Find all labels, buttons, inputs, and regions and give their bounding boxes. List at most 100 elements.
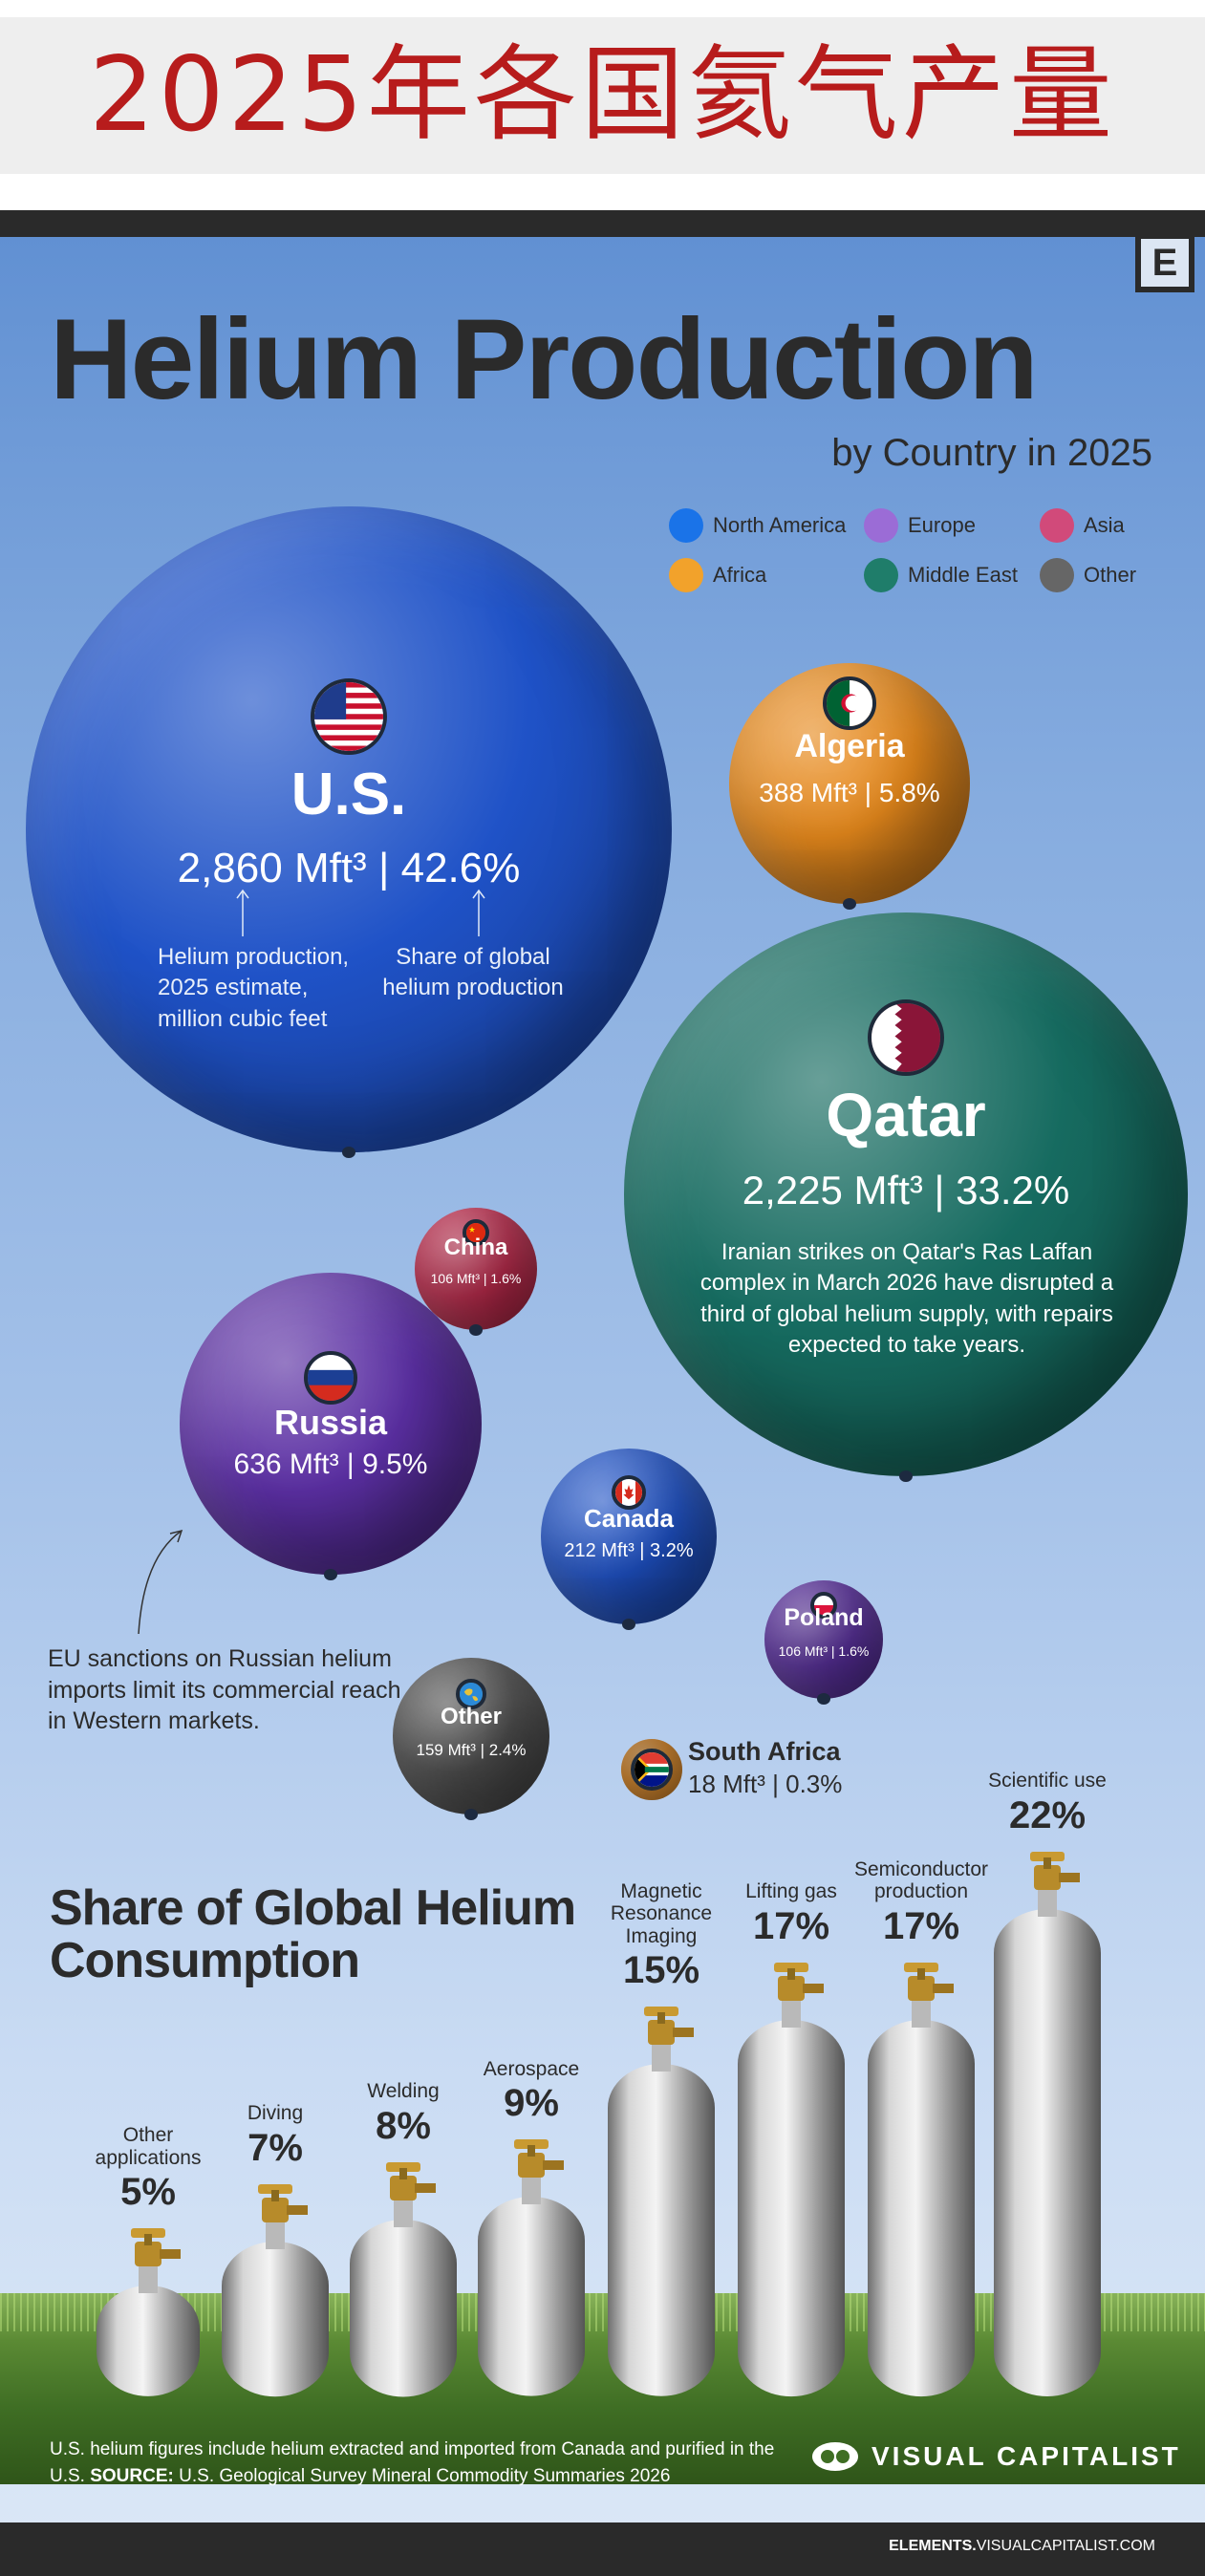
legend-label: Other xyxy=(1084,563,1137,587)
production-value: 2,860 xyxy=(177,845,283,891)
south-africa-flag-icon-graphic xyxy=(635,1752,669,1787)
valve-stem xyxy=(527,2145,535,2157)
bubble-value: 106 Mft³ | 1.6% xyxy=(489,1643,1158,1659)
consumption-value: 5% xyxy=(120,2171,176,2214)
legend-label: North America xyxy=(713,513,847,537)
valve-body xyxy=(262,2197,289,2222)
balloon-knot xyxy=(817,1693,830,1705)
value-separator: | xyxy=(922,1168,957,1213)
poland-flag-icon xyxy=(810,1592,837,1619)
qatar-note: Iranian strikes on Qatar's Ras Laffan co… xyxy=(699,1239,1114,1359)
cylinder-body xyxy=(97,2286,200,2396)
production-unit: Mft³ xyxy=(804,778,858,807)
gas-cylinder xyxy=(994,1852,1101,2396)
us-flag-icon-graphic xyxy=(314,682,383,751)
valve-body xyxy=(1034,1865,1061,1890)
legend-other: Other xyxy=(1040,558,1136,592)
russia-note: EU sanctions on Russian helium imports l… xyxy=(48,1645,401,1734)
qatar-flag-icon xyxy=(868,999,944,1076)
legend-europe: Europe xyxy=(864,508,976,543)
share-value: 5.8% xyxy=(878,778,940,807)
legend-label: Asia xyxy=(1084,513,1125,537)
production-unit: Mft³ xyxy=(281,1449,339,1480)
main-title: Helium Production xyxy=(50,295,1039,423)
share-value: 0.3% xyxy=(785,1770,843,1798)
consumption-category: Diving xyxy=(247,2102,304,2125)
gas-cylinder xyxy=(222,2183,329,2396)
consumption-category: Lifting gas xyxy=(745,1880,837,1903)
production-value: 159 xyxy=(416,1741,443,1759)
globe-icon-graphic xyxy=(460,1683,483,1706)
balloon-knot xyxy=(469,1324,483,1336)
legend-dot xyxy=(1040,508,1074,543)
value-separator: | xyxy=(764,1770,786,1798)
production-value: 2,225 xyxy=(742,1168,843,1213)
russia-note-arrow xyxy=(138,1530,183,1635)
algeria-flag-icon xyxy=(823,676,876,730)
consumption-value: 9% xyxy=(504,2082,559,2125)
russia-flag-icon xyxy=(304,1351,357,1405)
value-separator: | xyxy=(828,1643,839,1659)
south-africa-flag-icon xyxy=(631,1749,673,1791)
elements-url[interactable]: ELEMENTS.VISUALCAPITALIST.COM xyxy=(889,2538,1155,2555)
share-value: 42.6% xyxy=(400,845,521,891)
bubble-value: 636 Mft³ | 9.5% xyxy=(0,1449,665,1481)
bubble-value: 2,860 Mft³ | 42.6% xyxy=(14,845,683,892)
legend-middle-east: Middle East xyxy=(864,558,1018,592)
balloon-knot xyxy=(622,1619,635,1630)
valve-stem xyxy=(917,1967,925,1980)
us-note-value: Helium production, 2025 estimate, millio… xyxy=(158,944,350,1032)
cylinder-body xyxy=(222,2241,329,2396)
banner-title: 2025年各国氦气产量 xyxy=(89,35,1116,155)
valve-handle xyxy=(258,2183,292,2194)
url-rest: VISUALCAPITALIST.COM xyxy=(976,2538,1155,2554)
valve-outlet xyxy=(1059,1873,1080,1882)
legend-dot xyxy=(864,558,898,592)
legend-label: Europe xyxy=(908,513,976,537)
valve-stem xyxy=(787,1967,795,1980)
valve-body xyxy=(778,1975,805,2001)
valve-handle xyxy=(644,2007,678,2017)
valve-handle xyxy=(774,1962,808,1972)
russia-note-arrowhead xyxy=(169,1529,183,1543)
valve-stem xyxy=(271,2189,279,2201)
top-bar xyxy=(0,210,1205,237)
consumption-category: Semiconductor production xyxy=(853,1857,989,1903)
us-note-share: Share of global helium production xyxy=(382,944,564,1001)
share-value: 9.5% xyxy=(362,1449,428,1480)
valve-stem xyxy=(399,2167,407,2179)
valve-outlet xyxy=(803,1983,824,1993)
value-separator: | xyxy=(480,1271,491,1286)
value-separator: | xyxy=(634,1540,651,1561)
share-value: 33.2% xyxy=(956,1168,1070,1213)
legend-dot xyxy=(669,508,703,543)
value-separator: | xyxy=(366,845,401,891)
china-flag-icon-graphic xyxy=(466,1223,485,1242)
poland-flag-icon-graphic xyxy=(814,1596,833,1615)
production-unit: Mft³ xyxy=(715,1770,765,1798)
bubble-russia xyxy=(180,1273,482,1575)
bubble-value: 159 Mft³ | 2.4% xyxy=(137,1741,806,1760)
legend-asia: Asia xyxy=(1040,508,1125,543)
canada-flag-icon xyxy=(612,1475,646,1510)
balloon-knot xyxy=(464,1809,478,1820)
bubble-value: 106 Mft³ | 1.6% xyxy=(141,1271,810,1286)
qatar-flag-icon-graphic xyxy=(871,1003,940,1072)
production-unit: Mft³ xyxy=(842,1168,923,1213)
bubble-value: 388 Mft³ | 5.8% xyxy=(515,778,1184,808)
balloon-knot xyxy=(342,1147,355,1158)
footer-note: U.S. helium figures include helium extra… xyxy=(50,2436,776,2489)
cylinder-body xyxy=(994,1909,1101,2396)
valve-handle xyxy=(1030,1852,1065,1861)
source-label: SOURCE: xyxy=(90,2465,174,2486)
valve-body xyxy=(908,1975,935,2001)
cylinder-neck xyxy=(782,1994,801,2028)
cylinder-neck xyxy=(522,2172,541,2205)
cylinder-body xyxy=(350,2219,457,2396)
valve-outlet xyxy=(160,2249,181,2260)
bubble-u-s xyxy=(26,506,672,1152)
consumption-value: 7% xyxy=(247,2126,303,2169)
consumption-category: Aerospace xyxy=(483,2057,580,2080)
valve-body xyxy=(390,2175,417,2200)
consumption-category: Scientific use xyxy=(988,1770,1107,1792)
